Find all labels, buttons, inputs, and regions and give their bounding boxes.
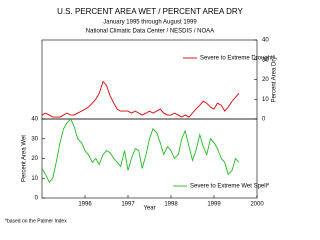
chart: U.S. PERCENT AREA WET / PERCENT AREA DRY…	[5, 7, 278, 224]
y-tick-label: 20	[31, 156, 38, 162]
legend-label: Severe to Extreme Drought*	[200, 56, 276, 62]
x-tick-label: 1996	[78, 202, 92, 208]
footnote: *based on the Palmer Index	[5, 218, 67, 224]
y-axis-label: Percent Area Wet	[22, 135, 28, 182]
y-axis-label: Percent Area Dry	[272, 57, 278, 103]
chart-subtitle: January 1995 through August 1999	[103, 20, 197, 26]
y-tick-label: 30	[31, 136, 38, 142]
x-tick-label: 2000	[250, 202, 264, 208]
series-line	[41, 80, 240, 118]
y-tick-label: 30	[262, 57, 269, 63]
y-tick-label: 40	[31, 117, 38, 123]
x-tick-label: 1999	[207, 202, 221, 208]
x-tick-label: 1998	[164, 202, 178, 208]
y-tick-label: 40	[262, 38, 269, 44]
chart-source: National Climatic Data Center / NESDIS /…	[86, 29, 214, 35]
x-axis-label: Year	[143, 206, 155, 212]
y-tick-label: 20	[262, 77, 269, 83]
legend-label: Severe to Extreme Wet Spell*	[190, 184, 270, 190]
y-tick-label: 0	[35, 196, 39, 202]
y-tick-label: 10	[31, 176, 38, 182]
chart-title: U.S. PERCENT AREA WET / PERCENT AREA DRY	[57, 7, 243, 16]
plot-frame	[41, 39, 258, 120]
y-tick-label: 10	[262, 97, 269, 103]
y-tick-label: 0	[262, 117, 266, 123]
x-tick-label: 1997	[121, 202, 135, 208]
series-line	[41, 118, 240, 184]
